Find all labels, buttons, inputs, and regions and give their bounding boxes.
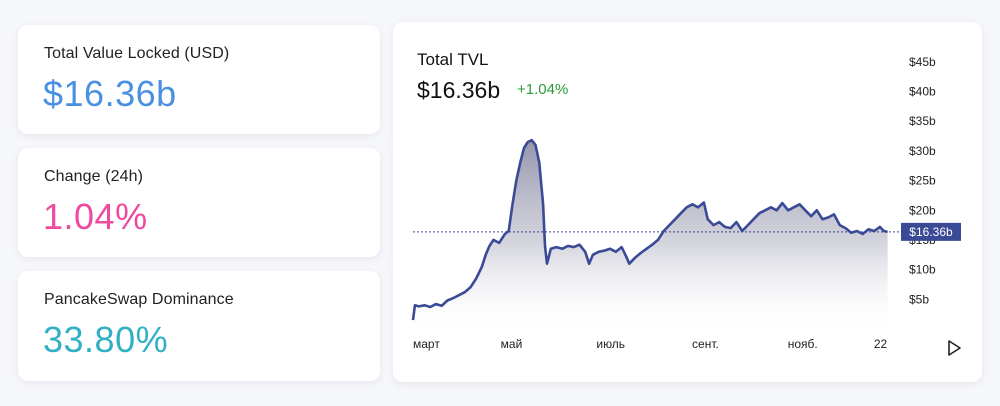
change-card: Change (24h) 1.04% (18, 148, 380, 257)
chart-change-badge: +1.04% (517, 81, 569, 98)
tvl-area-chart[interactable]: $5b$10b$15b$20b$25b$30b$35b$40b$45b$16.3… (393, 22, 982, 382)
y-tick-label: $5b (909, 292, 929, 306)
current-value-label: $16.36b (909, 225, 953, 239)
y-tick-label: $35b (909, 114, 936, 128)
chart-title: Total TVL (417, 50, 489, 69)
x-tick-label: май (501, 337, 523, 351)
x-tick-label: нояб. (788, 337, 818, 351)
x-tick-label: сент. (692, 337, 719, 351)
play-icon (948, 340, 961, 356)
change-value: 1.04% (43, 196, 148, 237)
tvl-chart-card: Total TVL $16.36b +1.04% $5b$10b$15b$20b… (393, 22, 982, 382)
tvl-area-fill (413, 140, 888, 329)
dominance-label: PancakeSwap Dominance (44, 291, 234, 308)
dominance-value: 33.80% (43, 319, 169, 360)
y-tick-label: $40b (909, 85, 936, 99)
y-tick-label: $25b (909, 174, 936, 188)
tvl-value: $16.36b (43, 73, 177, 114)
tvl-label: Total Value Locked (USD) (44, 45, 230, 62)
y-tick-label: $10b (909, 263, 936, 277)
chart-value: $16.36b (417, 77, 501, 103)
y-tick-label: $20b (909, 203, 936, 217)
x-tick-label: июль (596, 337, 625, 351)
y-tick-label: $45b (909, 55, 936, 69)
y-tick-label: $30b (909, 144, 936, 158)
change-label: Change (24h) (44, 168, 144, 185)
current-value-badge (901, 222, 961, 241)
tvl-series-line (411, 138, 888, 321)
x-tick-label: март (413, 337, 440, 351)
play-button[interactable] (944, 338, 964, 358)
dominance-card: PancakeSwap Dominance 33.80% (18, 271, 380, 381)
x-tick-label: 22 (874, 337, 888, 351)
tvl-card: Total Value Locked (USD) $16.36b (18, 25, 380, 134)
